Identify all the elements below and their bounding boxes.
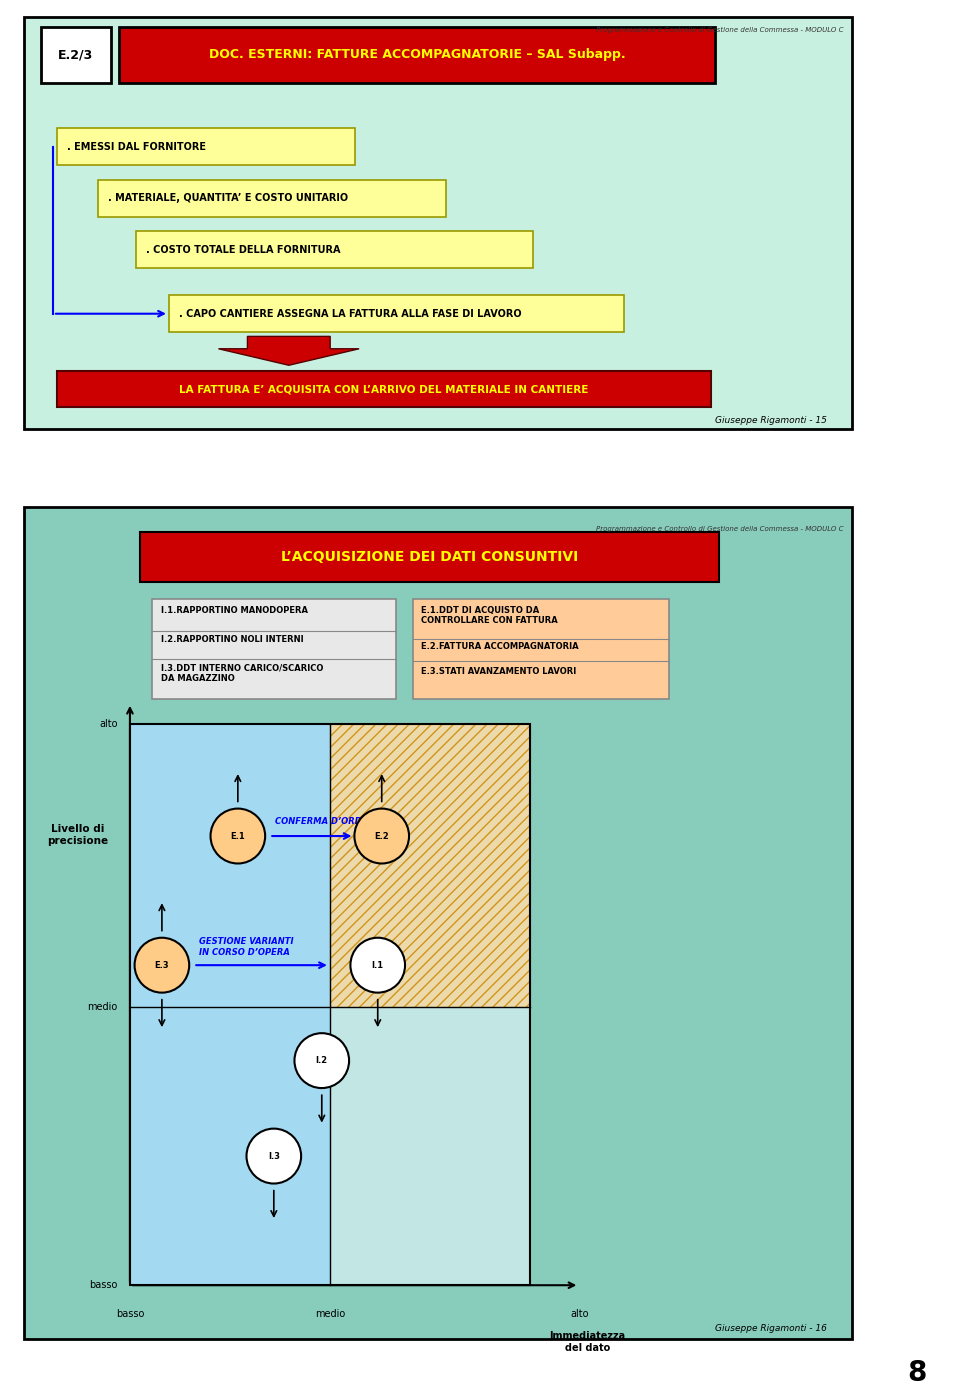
Circle shape [134,938,189,993]
Text: E.2.FATTURA ACCOMPAGNATORIA: E.2.FATTURA ACCOMPAGNATORIA [421,642,579,651]
Text: Programmazione e Controllo di Gestione della Commessa - MODULO C: Programmazione e Controllo di Gestione d… [596,27,843,34]
Circle shape [354,808,409,864]
Text: E.2: E.2 [374,832,389,840]
Text: 8: 8 [907,1359,926,1387]
FancyBboxPatch shape [153,598,396,699]
Text: DOC. ESTERNI: FATTURE ACCOMPAGNATORIE – SAL Subapp.: DOC. ESTERNI: FATTURE ACCOMPAGNATORIE – … [208,49,625,62]
Circle shape [350,938,405,993]
Text: E.1.DDT DI ACQUISTO DA
CONTROLLARE CON FATTURA: E.1.DDT DI ACQUISTO DA CONTROLLARE CON F… [421,605,558,625]
Text: E.3.STATI AVANZAMENTO LAVORI: E.3.STATI AVANZAMENTO LAVORI [421,667,576,677]
FancyBboxPatch shape [413,598,669,699]
FancyBboxPatch shape [57,372,710,407]
Text: E.3: E.3 [155,960,169,970]
Text: GESTIONE VARIANTI
IN CORSO D’OPERA: GESTIONE VARIANTI IN CORSO D’OPERA [199,938,294,956]
Text: basso: basso [89,1281,117,1290]
FancyBboxPatch shape [57,129,355,165]
Text: alto: alto [99,719,117,728]
Text: . MATERIALE, QUANTITA’ E COSTO UNITARIO: . MATERIALE, QUANTITA’ E COSTO UNITARIO [108,193,348,203]
Text: Programmazione e Controllo di Gestione della Commessa - MODULO C: Programmazione e Controllo di Gestione d… [596,526,843,531]
Text: CONFERMA D’ORDINE: CONFERMA D’ORDINE [276,816,377,826]
Text: I.1.RAPPORTINO MANODOPERA: I.1.RAPPORTINO MANODOPERA [160,605,307,615]
Text: Giuseppe Rigamonti - 15: Giuseppe Rigamonti - 15 [715,417,827,425]
Circle shape [210,808,265,864]
Text: L’ACQUISIZIONE DEI DATI CONSUNTIVI: L’ACQUISIZIONE DEI DATI CONSUNTIVI [281,551,578,565]
FancyBboxPatch shape [99,180,446,217]
FancyBboxPatch shape [135,231,533,268]
Text: Immediatezza
del dato: Immediatezza del dato [549,1331,626,1353]
Text: basso: basso [116,1309,144,1318]
FancyBboxPatch shape [40,27,111,82]
FancyBboxPatch shape [140,533,719,583]
Text: I.3.DDT INTERNO CARICO/SCARICO
DA MAGAZZINO: I.3.DDT INTERNO CARICO/SCARICO DA MAGAZZ… [160,664,323,684]
Polygon shape [219,337,359,365]
Text: I.1: I.1 [372,960,384,970]
Text: I.2.RAPPORTINO NOLI INTERNI: I.2.RAPPORTINO NOLI INTERNI [160,635,303,643]
Text: Livello di
precisione: Livello di precisione [47,823,108,846]
FancyBboxPatch shape [24,17,852,429]
Text: . CAPO CANTIERE ASSEGNA LA FATTURA ALLA FASE DI LAVORO: . CAPO CANTIERE ASSEGNA LA FATTURA ALLA … [179,309,521,319]
Circle shape [295,1033,349,1088]
Circle shape [247,1128,301,1184]
FancyBboxPatch shape [24,507,852,1339]
FancyBboxPatch shape [130,724,330,1285]
FancyBboxPatch shape [330,724,530,1007]
Text: Giuseppe Rigamonti - 16: Giuseppe Rigamonti - 16 [715,1324,827,1332]
Text: alto: alto [570,1309,588,1318]
FancyBboxPatch shape [330,1007,530,1285]
Text: . EMESSI DAL FORNITORE: . EMESSI DAL FORNITORE [67,141,206,152]
Text: . COSTO TOTALE DELLA FORNITURA: . COSTO TOTALE DELLA FORNITURA [146,245,340,254]
Text: I.2: I.2 [316,1055,327,1065]
FancyBboxPatch shape [119,27,715,82]
Text: medio: medio [315,1309,345,1318]
FancyBboxPatch shape [169,295,624,333]
Text: E.1: E.1 [230,832,245,840]
Text: E.2/3: E.2/3 [59,49,93,62]
Text: I.3: I.3 [268,1152,279,1160]
Text: medio: medio [87,1001,117,1012]
Text: LA FATTURA E’ ACQUISITA CON L’ARRIVO DEL MATERIALE IN CANTIERE: LA FATTURA E’ ACQUISITA CON L’ARRIVO DEL… [180,384,588,394]
